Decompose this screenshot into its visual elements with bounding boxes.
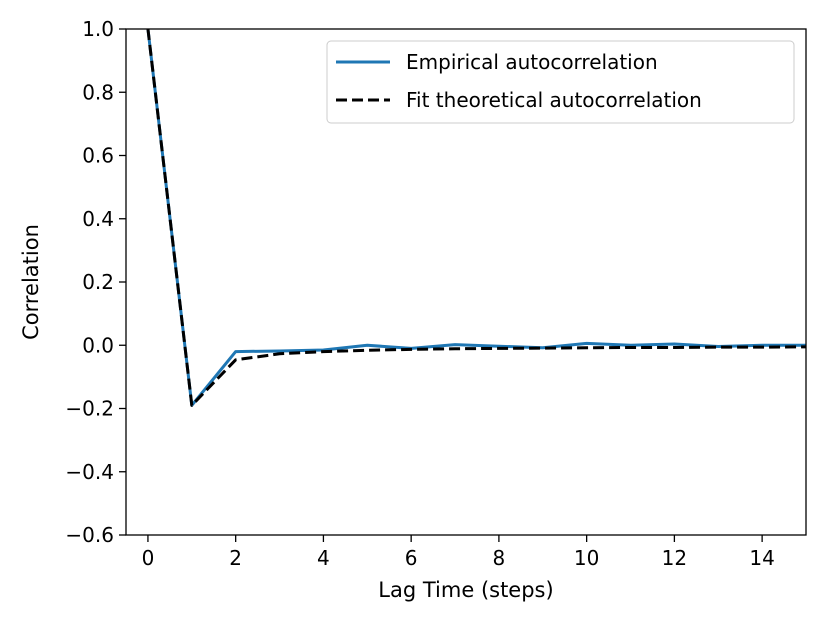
legend-label-fit: Fit theoretical autocorrelation [406, 88, 702, 112]
legend-box [326, 40, 795, 124]
x-axis-title: Lag Time (steps) [378, 578, 553, 602]
x-tick-label: 0 [142, 546, 155, 570]
y-tick-label: 1.0 [82, 17, 114, 41]
y-tick-label: 0.0 [82, 333, 114, 357]
x-tick-label: 8 [493, 546, 506, 570]
y-tick-label: 0.8 [82, 80, 114, 104]
y-tick-label: 0.2 [82, 270, 114, 294]
legend: Empirical autocorrelation Fit theoretica… [326, 40, 795, 124]
series-line-1 [146, 29, 806, 407]
y-tick-label: −0.6 [65, 523, 114, 547]
x-tick-label: 12 [662, 546, 687, 570]
plot-lines [146, 29, 806, 407]
y-tick-label: −0.2 [65, 397, 114, 421]
x-tick-label: 10 [574, 546, 599, 570]
series-line-0 [146, 29, 806, 407]
x-tick-label: 4 [317, 546, 330, 570]
x-tick-label: 6 [405, 546, 418, 570]
y-tick-label: 0.4 [82, 207, 114, 231]
y-tick-label: 0.6 [82, 144, 114, 168]
y-axis: 1.0 0.8 0.6 0.4 0.2 0.0 −0.2 −0.4 −0.6 [65, 17, 126, 547]
y-axis-title: Correlation [19, 224, 43, 340]
x-axis: 0 2 4 6 8 10 12 14 [142, 535, 775, 570]
y-tick-label: −0.4 [65, 460, 114, 484]
x-tick-label: 2 [229, 546, 242, 570]
x-tick-label: 14 [749, 546, 774, 570]
legend-label-empirical: Empirical autocorrelation [406, 50, 658, 74]
